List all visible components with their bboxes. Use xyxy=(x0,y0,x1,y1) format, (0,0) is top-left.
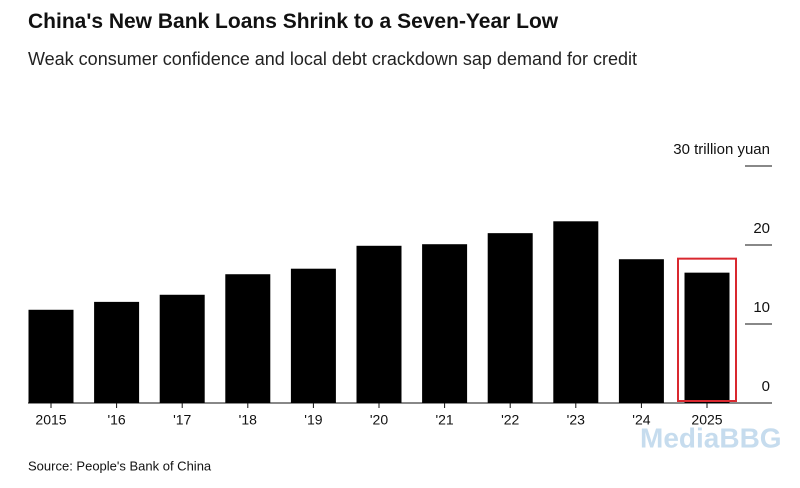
x-tick-label: '18 xyxy=(239,412,257,428)
x-tick-label: 2025 xyxy=(691,412,722,428)
x-tick-label: '23 xyxy=(567,412,585,428)
y-tick-label: 30 trillion yuan xyxy=(673,141,770,158)
x-tick-label: '17 xyxy=(173,412,191,428)
bar xyxy=(487,233,533,403)
x-tick-label: '21 xyxy=(435,412,453,428)
bar xyxy=(684,272,730,403)
x-tick-label: '16 xyxy=(107,412,125,428)
bar xyxy=(356,245,402,403)
highlight-box xyxy=(677,257,737,402)
source: Source: People's Bank of China xyxy=(28,458,212,473)
chart-title: China's New Bank Loans Shrink to a Seven… xyxy=(28,10,559,33)
x-tick-label: '24 xyxy=(632,412,650,428)
x-tick-label: '22 xyxy=(501,412,519,428)
y-tick-label: 0 xyxy=(762,378,770,395)
watermark: MediaBBG xyxy=(640,422,782,453)
bar xyxy=(290,268,336,403)
x-tick-label: '20 xyxy=(370,412,388,428)
bar xyxy=(553,221,599,403)
bar xyxy=(618,259,664,403)
bar xyxy=(422,244,468,403)
bar xyxy=(28,309,74,403)
chart-subtitle: Weak consumer confidence and local debt … xyxy=(28,49,638,69)
x-tick-label: '19 xyxy=(304,412,322,428)
bar xyxy=(225,274,271,403)
y-tick-label: 20 xyxy=(753,220,770,237)
y-tick-label: 10 xyxy=(753,299,770,316)
bar xyxy=(94,301,140,403)
x-tick-label: 2015 xyxy=(35,412,66,428)
bar xyxy=(159,294,205,403)
